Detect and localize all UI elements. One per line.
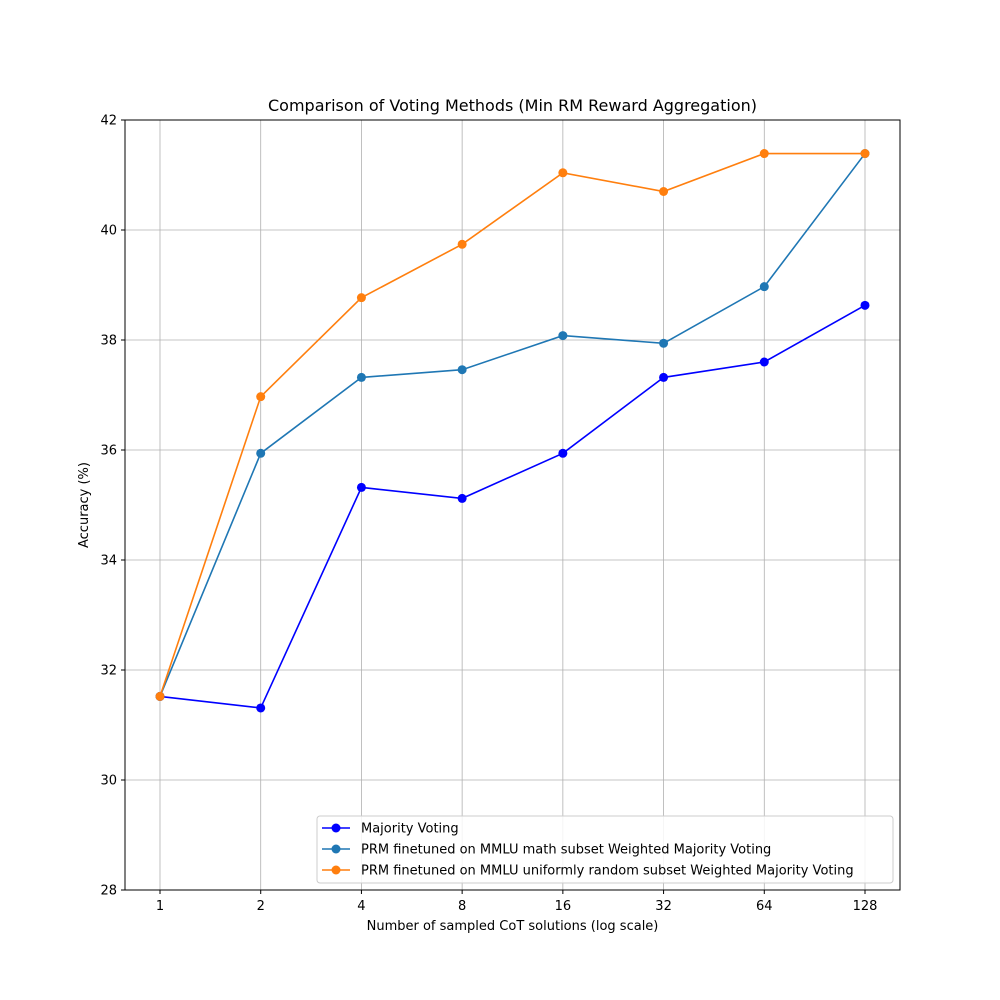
legend-entry: PRM finetuned on MMLU math subset Weight… [322, 843, 771, 858]
data-point [860, 300, 870, 310]
x-tick-label: 16 [555, 899, 572, 914]
x-tick-label: 4 [357, 899, 365, 914]
y-axis-label: Accuracy (%) [77, 462, 92, 548]
data-point [759, 357, 769, 367]
x-tick-label: 1 [156, 899, 164, 914]
legend-swatch-marker [331, 823, 341, 833]
legend-label: PRM finetuned on MMLU uniformly random s… [361, 864, 854, 879]
y-tick-label: 30 [100, 774, 117, 789]
plot-area-frame [124, 119, 901, 891]
y-tick-label: 36 [100, 444, 117, 459]
x-tick-label: 128 [853, 899, 878, 914]
series-lines [155, 149, 870, 713]
series-line [159, 304, 866, 709]
legend-swatch-marker [331, 844, 341, 854]
x-tick-label: 2 [257, 899, 265, 914]
data-point [155, 691, 165, 701]
x-tick-label: 32 [655, 899, 672, 914]
data-point [659, 338, 669, 348]
legend-label: Majority Voting [361, 822, 459, 837]
data-point [457, 365, 467, 375]
chart-title: Comparison of Voting Methods (Min RM Rew… [268, 96, 757, 115]
x-tick-label: 64 [756, 899, 773, 914]
x-tick-label: 8 [458, 899, 466, 914]
data-point [659, 372, 669, 382]
legend-label: PRM finetuned on MMLU math subset Weight… [361, 843, 771, 858]
data-point [256, 703, 266, 713]
data-point [759, 149, 769, 159]
legend-box [316, 815, 894, 884]
series-3 [155, 149, 870, 701]
x-axis-label: Number of sampled CoT solutions (log sca… [367, 919, 659, 934]
data-point [558, 168, 568, 178]
y-tick-label: 34 [100, 554, 117, 569]
legend: Majority Voting PRM finetuned on MMLU mat… [316, 815, 894, 884]
series-line [159, 153, 866, 697]
series-line [159, 152, 865, 697]
y-tick-label: 28 [100, 884, 117, 899]
y-tick-label: 40 [100, 224, 117, 239]
data-point [558, 448, 568, 458]
data-point [759, 282, 769, 292]
data-point [558, 331, 568, 341]
data-point [457, 493, 467, 503]
legend-entry: PRM finetuned on MMLU uniformly random s… [322, 864, 854, 879]
data-point [356, 482, 366, 492]
data-point [860, 149, 870, 159]
legend-swatch-marker [331, 865, 341, 875]
data-point [256, 448, 266, 458]
data-point [356, 372, 366, 382]
y-tick-label: 38 [100, 334, 117, 349]
legend-entry: Majority Voting [322, 822, 459, 837]
y-tick-label: 42 [100, 114, 117, 129]
data-point [457, 239, 467, 249]
data-point [659, 187, 669, 196]
axis-ticks: 1 2 4 8 16 32 64 128 28 30 32 34 36 38 40 42 [100, 114, 877, 915]
data-point [356, 293, 366, 303]
data-point [256, 392, 266, 402]
y-tick-label: 32 [100, 664, 117, 679]
